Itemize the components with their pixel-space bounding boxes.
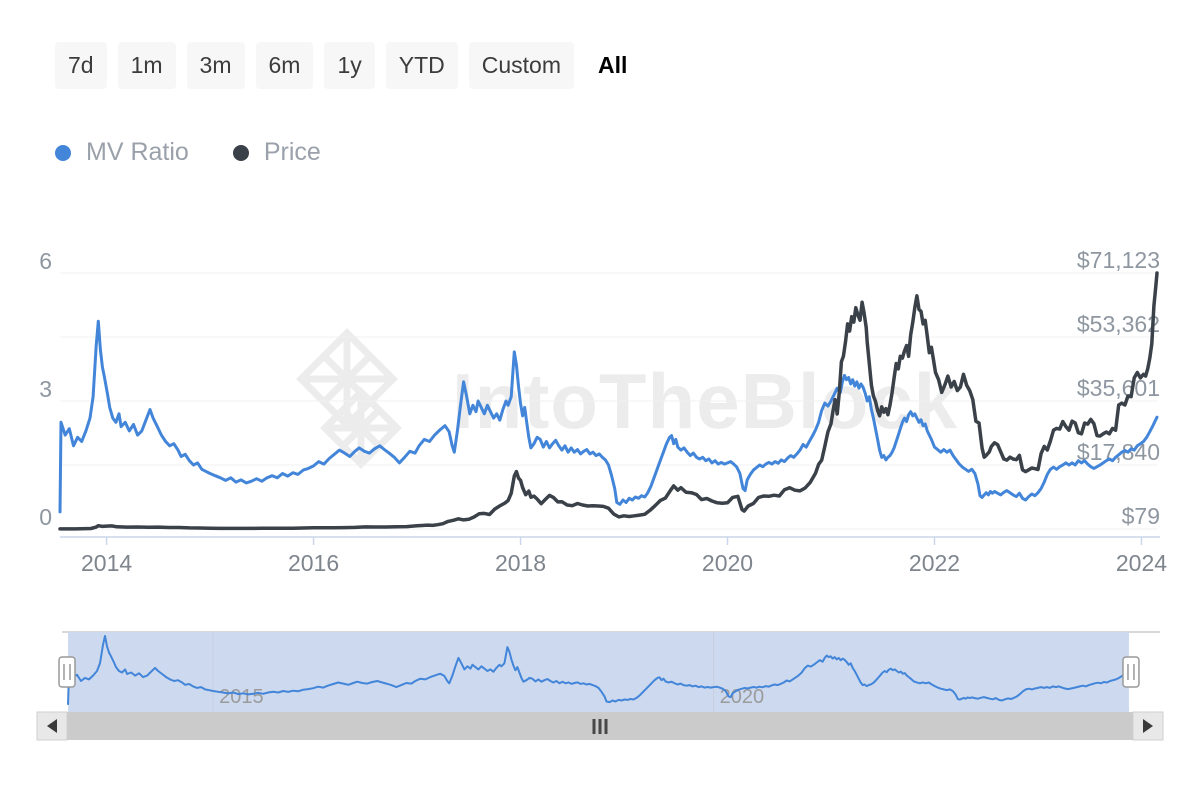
range-button-custom[interactable]: Custom xyxy=(468,42,574,89)
range-selector: 7d 1m 3m 6m 1y YTD Custom All xyxy=(55,42,640,89)
right-axis-label: $79 xyxy=(1122,503,1160,529)
right-axis-label: $35,601 xyxy=(1077,375,1160,401)
range-button-1m[interactable]: 1m xyxy=(117,42,176,89)
navigator-line xyxy=(67,635,1130,705)
navigator-year-label: 2015 xyxy=(219,686,264,708)
left-axis-label: 0 xyxy=(39,504,52,530)
x-axis-label: 2020 xyxy=(702,550,753,576)
x-axis-label: 2024 xyxy=(1116,550,1167,576)
legend: MV Ratio Price xyxy=(55,138,321,167)
left-axis-label: 3 xyxy=(39,376,52,402)
legend-label-price: Price xyxy=(263,138,321,166)
navigator-year-label: 2020 xyxy=(720,686,765,708)
scrollbar-left-button[interactable] xyxy=(36,711,68,741)
scrollbar-right-arrow-icon[interactable] xyxy=(1143,719,1153,733)
mv-ratio-line xyxy=(58,319,1159,514)
x-axis-label: 2022 xyxy=(909,550,960,576)
range-button-all[interactable]: All xyxy=(598,52,628,78)
mv-ratio-dot-icon xyxy=(55,144,71,161)
scrollbar-right-button[interactable] xyxy=(1132,711,1164,741)
navigator-right-handle[interactable] xyxy=(1122,656,1140,688)
scrollbar-grip-icon[interactable] xyxy=(604,719,608,734)
navigator-selection-mask[interactable] xyxy=(68,632,1129,712)
legend-item-price[interactable]: Price xyxy=(232,138,321,167)
scrollbar-grip-icon[interactable] xyxy=(598,719,602,734)
scrollbar-grip-icon[interactable] xyxy=(592,719,596,734)
range-button-ytd[interactable]: YTD xyxy=(385,42,458,89)
price-dot-icon xyxy=(232,144,249,161)
watermark-logo-icon xyxy=(296,328,402,469)
left-axis-label: 6 xyxy=(39,248,52,274)
legend-item-mv-ratio[interactable]: MV Ratio xyxy=(55,138,189,167)
legend-label-mv-ratio: MV Ratio xyxy=(86,138,189,166)
x-axis-label: 2018 xyxy=(495,550,546,576)
navigator-left-handle[interactable] xyxy=(58,656,76,688)
right-axis-label: $53,362 xyxy=(1077,311,1160,337)
range-button-7d[interactable]: 7d xyxy=(55,42,107,89)
x-axis-label: 2014 xyxy=(81,550,132,576)
scrollbar-left-arrow-icon[interactable] xyxy=(47,719,57,733)
range-button-6m[interactable]: 6m xyxy=(255,42,314,89)
range-button-3m[interactable]: 3m xyxy=(186,42,245,89)
right-axis-label: $71,123 xyxy=(1077,247,1160,273)
range-button-1y[interactable]: 1y xyxy=(324,42,375,89)
price-line xyxy=(58,271,1159,531)
x-axis-label: 2016 xyxy=(288,550,339,576)
right-axis-label: $17,840 xyxy=(1077,439,1160,465)
